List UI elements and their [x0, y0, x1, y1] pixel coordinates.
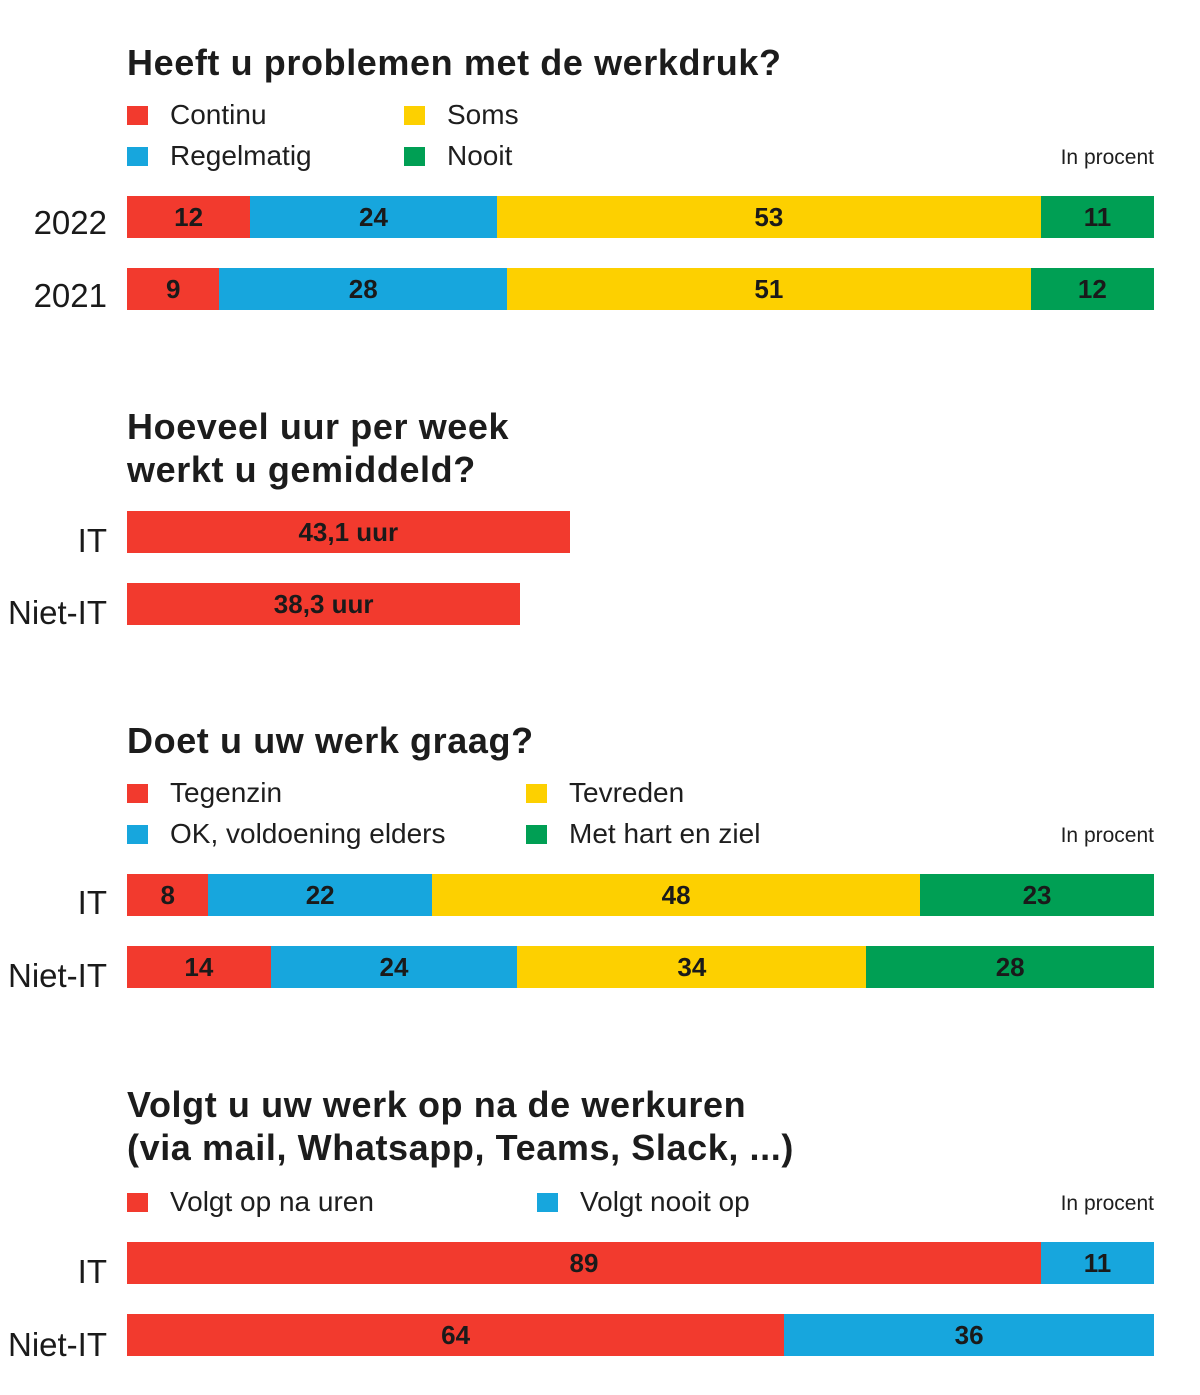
legend-label: Tevreden: [569, 777, 685, 808]
legend-swatch: [127, 824, 148, 844]
legend-label: OK, voldoening elders: [170, 818, 446, 849]
legend-item: Continu: [127, 99, 267, 130]
row-label: IT: [77, 884, 107, 921]
bar-segment: 11: [1041, 196, 1154, 238]
chart-title: Heeft u problemen met de werkdruk?: [127, 42, 782, 83]
stacked-bar: 89 11: [127, 1242, 1154, 1284]
legend-item: Tevreden: [526, 777, 685, 808]
stacked-bar: 14 24 34 28: [127, 946, 1154, 988]
legend-swatch: [127, 105, 148, 125]
legend-swatch: [127, 1192, 148, 1212]
legend-label: Regelmatig: [170, 140, 312, 171]
bar-segment: 53: [496, 196, 1041, 238]
row-label: IT: [77, 522, 107, 559]
bar-segment: 28: [866, 946, 1154, 988]
bar-segment: 8: [127, 874, 209, 916]
hours-bar: 43,1 uur: [127, 511, 570, 553]
legend-item: OK, voldoening elders: [127, 818, 446, 849]
legend-label: Met hart en ziel: [569, 818, 761, 849]
bar-segment: 51: [506, 268, 1031, 310]
bar-segment: 36: [784, 1314, 1154, 1356]
legend-item: Volgt nooit op: [537, 1186, 750, 1217]
legend-label: Continu: [170, 99, 267, 130]
stacked-bar: 9 28 51 12: [127, 268, 1154, 310]
chart-title: Hoeveel uur per week werkt u gemiddeld?: [127, 406, 510, 490]
bar-value-label: 38,3 uur: [273, 588, 374, 619]
legend-swatch: [537, 1192, 558, 1212]
legend-item: Nooit: [404, 140, 513, 171]
chart-title: Doet u uw werk graag?: [127, 720, 534, 761]
chart-title: Volgt u uw werk op na de werkuren (via m…: [127, 1084, 794, 1168]
bar-segment: 11: [1041, 1242, 1154, 1284]
bar-segment: 24: [270, 946, 518, 988]
legend-swatch: [404, 105, 425, 125]
row-label: 2022: [33, 204, 107, 241]
row-label: Niet-IT: [8, 957, 107, 994]
unit-note: In procent: [1060, 146, 1154, 169]
bar-segment: 64: [127, 1314, 785, 1356]
legend-item: Met hart en ziel: [526, 818, 761, 849]
row-label: 2021: [33, 277, 107, 314]
bar-segment: 14: [127, 946, 271, 988]
legend-label: Volgt op na uren: [170, 1186, 374, 1217]
bar-segment: 34: [517, 946, 867, 988]
bar-segment: 48: [432, 874, 921, 916]
legend-swatch: [526, 783, 547, 803]
row-label: Niet-IT: [8, 1326, 107, 1363]
bar-segment: 24: [250, 196, 497, 238]
bar-segment: 28: [219, 268, 507, 310]
legend-label: Tegenzin: [170, 777, 283, 808]
unit-note: In procent: [1060, 824, 1154, 847]
bar-segment: 12: [127, 196, 251, 238]
bar-value-label: 43,1 uur: [298, 516, 399, 547]
stacked-bar: 64 36: [127, 1314, 1154, 1356]
row-label: Niet-IT: [8, 594, 107, 631]
legend-swatch: [526, 824, 547, 844]
hours-bar: 38,3 uur: [127, 583, 521, 625]
unit-note: In procent: [1060, 1192, 1154, 1215]
legend-label: Volgt nooit op: [580, 1186, 750, 1217]
legend-item: Regelmatig: [127, 140, 312, 171]
bar-segment: 89: [127, 1242, 1042, 1284]
legend-label: Soms: [447, 99, 519, 130]
bar-segment: 12: [1030, 268, 1154, 310]
legend-label: Nooit: [447, 140, 513, 171]
legend-swatch: [404, 146, 425, 166]
legend-swatch: [127, 146, 148, 166]
stacked-bar: 8 22 48 23: [127, 874, 1154, 916]
stacked-bar: 12 24 53 11: [127, 196, 1154, 238]
legend-item: Tegenzin: [127, 777, 283, 808]
legend-item: Soms: [404, 99, 519, 130]
legend-item: Volgt op na uren: [127, 1186, 374, 1217]
bar-segment: 9: [127, 268, 220, 310]
bar-segment: 23: [920, 874, 1154, 916]
legend-swatch: [127, 783, 148, 803]
bar-segment: 22: [208, 874, 433, 916]
row-label: IT: [77, 1253, 107, 1290]
